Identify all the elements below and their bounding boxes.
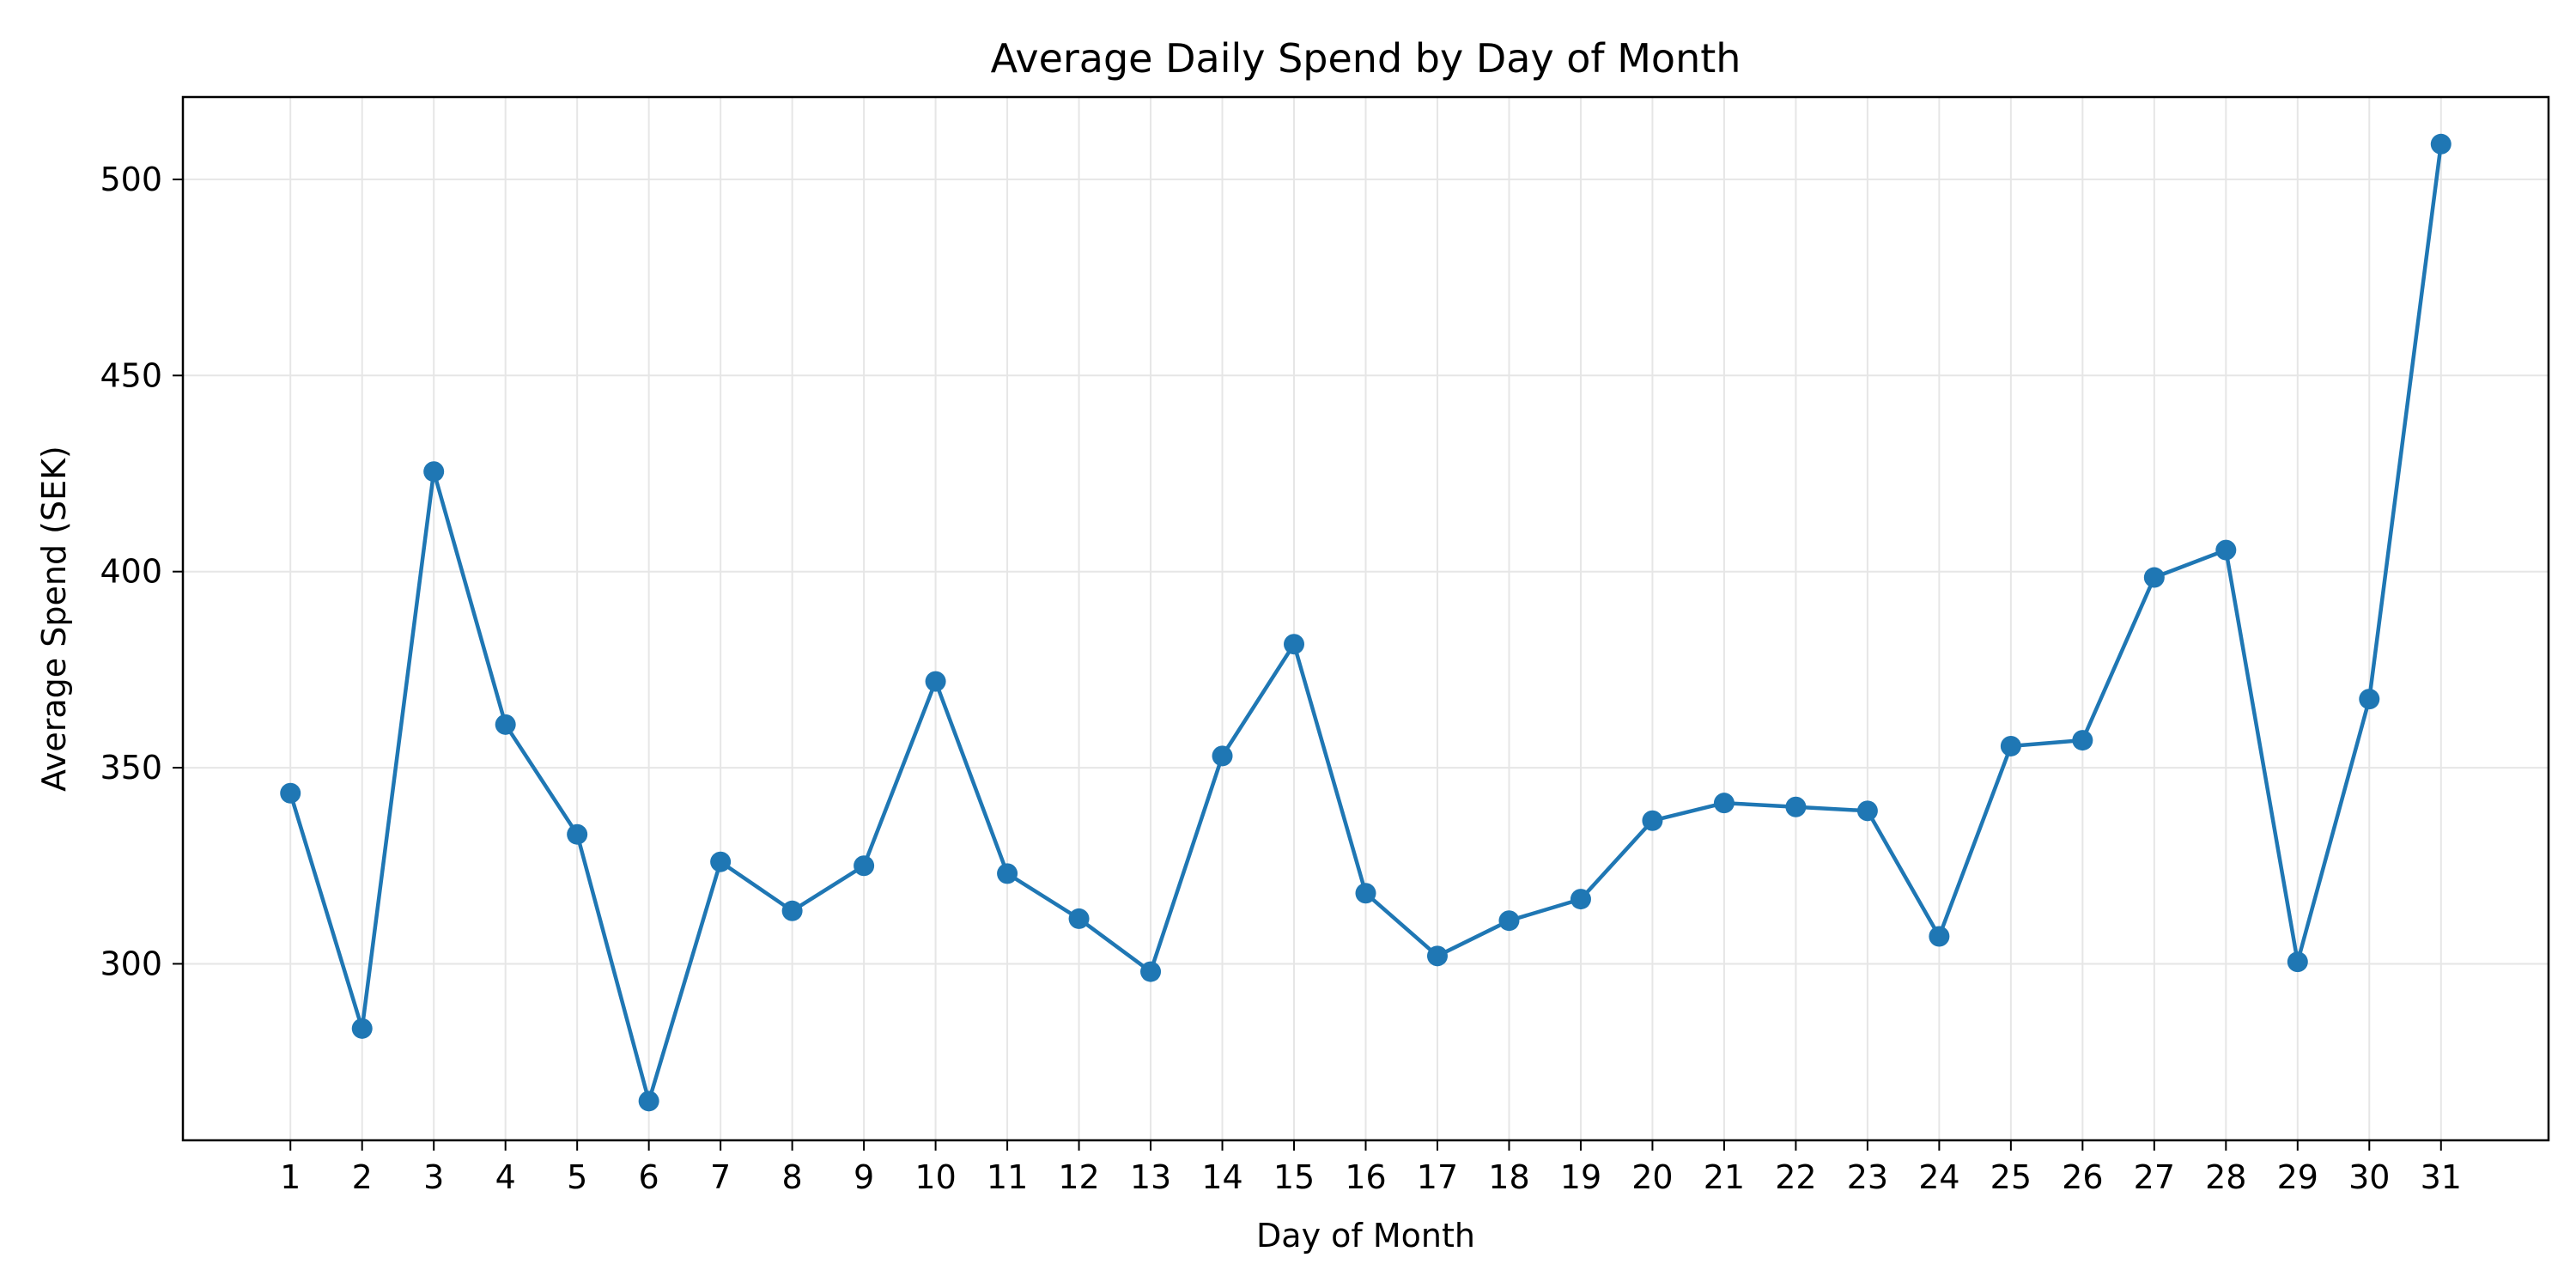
x-tick-label: 19 <box>1560 1158 1601 1196</box>
data-point <box>925 671 946 692</box>
x-tick-label: 3 <box>423 1158 444 1196</box>
data-point <box>997 863 1018 884</box>
data-point <box>2287 951 2308 973</box>
x-tick-label: 27 <box>2134 1158 2175 1196</box>
data-point <box>710 851 732 872</box>
data-point <box>567 823 588 845</box>
data-point <box>1355 883 1376 904</box>
x-tick-label: 13 <box>1130 1158 1171 1196</box>
x-tick-label: 11 <box>987 1158 1028 1196</box>
data-point <box>1570 889 1591 910</box>
data-point <box>1929 926 1950 947</box>
x-tick-label: 23 <box>1847 1158 1888 1196</box>
y-tick-label: 500 <box>100 161 162 198</box>
data-series <box>280 133 2451 1112</box>
data-point <box>1642 810 1663 831</box>
y-axis-label: Average Spend (SEK) <box>35 446 73 792</box>
data-point <box>2359 689 2380 710</box>
data-point <box>280 782 301 804</box>
data-point <box>495 714 516 735</box>
y-tick-label: 450 <box>100 356 162 394</box>
y-tick-label: 300 <box>100 945 162 982</box>
x-tick-label: 4 <box>495 1158 516 1196</box>
data-point <box>1785 796 1807 817</box>
x-tick-label: 25 <box>1990 1158 2032 1196</box>
x-tick-label: 22 <box>1775 1158 1816 1196</box>
x-tick-label: 9 <box>854 1158 874 1196</box>
x-tick-label: 30 <box>2348 1158 2390 1196</box>
x-tick-label: 20 <box>1631 1158 1673 1196</box>
x-tick-label: 26 <box>2062 1158 2103 1196</box>
axis-ticks: 1 2 3 4 5 6 7 8 9 10 11 12 13 14 15 16 17 18 19 20 21 22 23 24 2… <box>100 161 2461 1196</box>
data-point <box>2143 567 2165 588</box>
x-tick-label: 5 <box>567 1158 587 1196</box>
data-point <box>1140 961 1162 982</box>
x-tick-label: 6 <box>639 1158 659 1196</box>
x-tick-label: 18 <box>1488 1158 1529 1196</box>
data-point <box>1068 908 1090 929</box>
data-point <box>1498 910 1520 932</box>
x-tick-label: 16 <box>1345 1158 1386 1196</box>
x-tick-label: 1 <box>280 1158 301 1196</box>
y-tick-label: 400 <box>100 553 162 591</box>
data-point <box>423 461 445 483</box>
data-point <box>781 900 803 921</box>
x-tick-label: 14 <box>1201 1158 1242 1196</box>
x-tick-label: 15 <box>1273 1158 1315 1196</box>
data-point <box>351 1018 373 1039</box>
x-tick-label: 29 <box>2277 1158 2318 1196</box>
data-point <box>638 1091 659 1112</box>
x-tick-label: 21 <box>1704 1158 1745 1196</box>
x-tick-label: 2 <box>352 1158 373 1196</box>
x-axis-label: Day of Month <box>1256 1217 1475 1255</box>
x-tick-label: 17 <box>1417 1158 1458 1196</box>
data-point <box>2430 133 2451 155</box>
x-tick-label: 8 <box>782 1158 803 1196</box>
data-point <box>2000 735 2021 756</box>
grid <box>183 97 2549 1140</box>
data-point <box>1713 793 1735 814</box>
x-tick-label: 7 <box>710 1158 731 1196</box>
y-tick-label: 350 <box>100 749 162 787</box>
chart-title: Average Daily Spend by Day of Month <box>991 35 1741 82</box>
x-tick-label: 12 <box>1058 1158 1099 1196</box>
x-tick-label: 10 <box>914 1158 956 1196</box>
data-point <box>2072 730 2093 751</box>
data-point <box>1426 945 1448 967</box>
data-point <box>1856 800 1878 822</box>
data-point <box>854 855 875 877</box>
data-point <box>1284 634 1305 655</box>
data-point <box>2215 539 2237 561</box>
x-tick-label: 28 <box>2205 1158 2246 1196</box>
x-tick-label: 31 <box>2421 1158 2462 1196</box>
data-point <box>1212 745 1233 767</box>
x-tick-label: 24 <box>1918 1158 1959 1196</box>
